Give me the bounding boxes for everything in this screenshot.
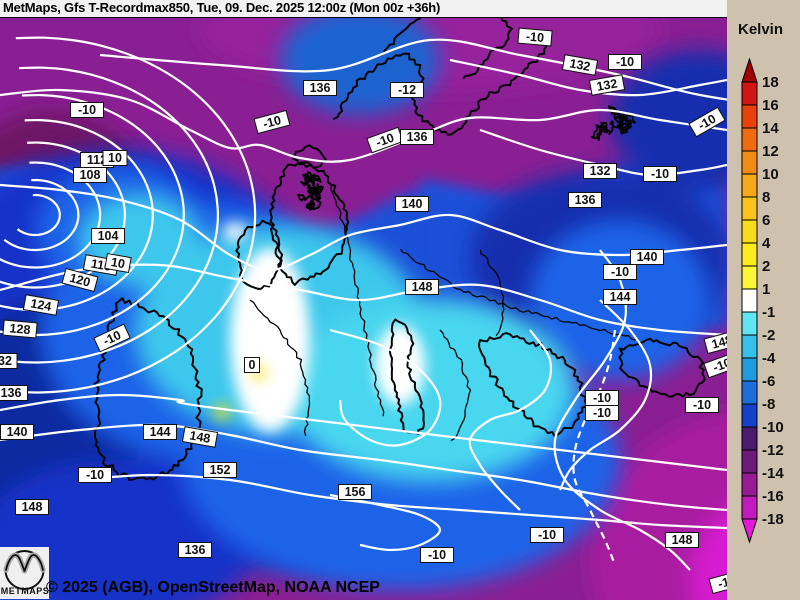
svg-text:-6: -6 xyxy=(762,373,775,390)
svg-text:10: 10 xyxy=(110,255,126,271)
svg-text:0: 0 xyxy=(249,358,256,372)
svg-text:144: 144 xyxy=(150,425,171,439)
svg-text:10: 10 xyxy=(762,166,779,183)
svg-text:140: 140 xyxy=(637,250,658,264)
svg-text:-10: -10 xyxy=(651,167,669,181)
svg-text:32: 32 xyxy=(0,354,12,368)
svg-text:-10: -10 xyxy=(693,398,711,412)
svg-text:120: 120 xyxy=(68,271,92,290)
svg-text:2: 2 xyxy=(762,258,770,275)
svg-text:8: 8 xyxy=(762,189,770,206)
svg-text:-10: -10 xyxy=(593,391,611,405)
svg-text:108: 108 xyxy=(80,168,101,182)
svg-text:136: 136 xyxy=(407,130,428,144)
svg-text:152: 152 xyxy=(210,463,231,477)
svg-text:-8: -8 xyxy=(762,396,775,413)
svg-text:16: 16 xyxy=(762,97,779,114)
svg-text:-12: -12 xyxy=(762,442,784,459)
svg-text:136: 136 xyxy=(310,81,331,95)
svg-text:-10: -10 xyxy=(762,419,784,436)
svg-text:-1: -1 xyxy=(762,304,775,321)
svg-text:METMAPS: METMAPS xyxy=(1,586,50,596)
svg-text:-10: -10 xyxy=(538,528,556,542)
svg-text:136: 136 xyxy=(185,543,206,557)
svg-text:140: 140 xyxy=(402,197,423,211)
svg-text:-10: -10 xyxy=(611,265,629,279)
svg-text:14: 14 xyxy=(762,120,779,137)
svg-text:128: 128 xyxy=(9,321,31,337)
svg-text:-18: -18 xyxy=(762,511,784,528)
svg-text:140: 140 xyxy=(7,425,28,439)
svg-text:6: 6 xyxy=(762,212,770,229)
svg-text:136: 136 xyxy=(575,193,596,207)
svg-text:-4: -4 xyxy=(762,350,776,367)
svg-text:148: 148 xyxy=(672,533,693,547)
svg-text:-10: -10 xyxy=(525,29,544,45)
svg-text:136: 136 xyxy=(1,386,22,400)
svg-text:1: 1 xyxy=(762,281,770,298)
svg-text:-10: -10 xyxy=(428,548,446,562)
svg-text:-10: -10 xyxy=(616,55,634,69)
svg-text:12: 12 xyxy=(762,143,779,160)
svg-text:-12: -12 xyxy=(398,83,416,97)
svg-text:-10: -10 xyxy=(86,468,104,482)
svg-text:-14: -14 xyxy=(762,465,784,482)
svg-text:132: 132 xyxy=(590,164,611,178)
svg-text:144: 144 xyxy=(610,290,631,304)
svg-text:156: 156 xyxy=(345,485,366,499)
svg-text:18: 18 xyxy=(762,74,779,91)
svg-text:148: 148 xyxy=(22,500,43,514)
svg-text:148: 148 xyxy=(412,280,433,294)
svg-text:-10: -10 xyxy=(593,406,611,420)
svg-text:10: 10 xyxy=(108,151,122,165)
svg-text:4: 4 xyxy=(762,235,771,252)
svg-text:-2: -2 xyxy=(762,327,775,344)
svg-text:-10: -10 xyxy=(78,103,96,117)
svg-text:-16: -16 xyxy=(762,488,784,505)
svg-text:104: 104 xyxy=(98,229,119,243)
